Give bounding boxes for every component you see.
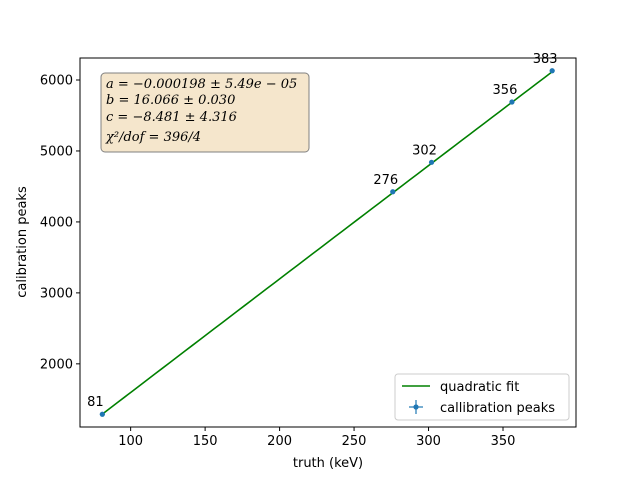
legend: quadratic fit callibration peaks: [394, 373, 570, 421]
fit-param-b: b = 16.066 ± 0.030: [106, 93, 235, 108]
x-tick-label: 350: [491, 434, 516, 449]
fit-param-c: c = −8.481 ± 4.316: [106, 110, 237, 125]
x-tick-label: 300: [416, 434, 441, 449]
y-tick-label: 2000: [40, 357, 73, 372]
data-point: [549, 68, 555, 74]
data-point: [509, 99, 515, 105]
data-point: [99, 411, 105, 417]
data-point: [428, 159, 435, 165]
x-axis-ticks: 100 150 200 250 300 350: [118, 427, 515, 449]
legend-frame: [394, 373, 570, 421]
x-tick-label: 200: [267, 434, 292, 449]
data-point-label: 276: [373, 173, 398, 188]
x-tick-label: 150: [193, 434, 218, 449]
fit-chi2-dof: χ²/dof = 396/4: [105, 130, 201, 145]
fit-parameters-box: a = −0.000198 ± 5.49e − 05 b = 16.066 ± …: [100, 72, 310, 153]
legend-points-swatch: [409, 400, 423, 414]
fit-parameters-box-background: [100, 72, 310, 153]
y-axis-label: calibration peaks: [15, 186, 30, 298]
y-tick-label: 5000: [40, 144, 73, 159]
x-tick-label: 250: [342, 434, 367, 449]
legend-points-marker: [413, 404, 419, 410]
data-points-layer: [99, 68, 555, 417]
fit-curve-layer: [101, 71, 553, 415]
fit-param-a: a = −0.000198 ± 5.49e − 05: [106, 77, 297, 92]
legend-label-points: callibration peaks: [440, 401, 555, 416]
y-axis-ticks: 2000 3000 4000 5000 6000: [40, 73, 80, 372]
x-axis-label: truth (keV): [293, 456, 363, 471]
plot-frame: [79, 57, 577, 428]
point-labels-layer: 81 276 302 356 383: [87, 52, 558, 410]
data-point-label: 81: [87, 395, 104, 410]
data-point-label: 356: [493, 83, 518, 98]
y-tick-label: 4000: [40, 215, 73, 230]
data-point-label: 383: [533, 52, 558, 67]
y-tick-label: 6000: [40, 73, 73, 88]
fit-curve: [101, 71, 553, 415]
x-tick-label: 100: [118, 434, 143, 449]
data-point-label: 302: [412, 143, 437, 158]
legend-label-fit: quadratic fit: [440, 380, 519, 395]
y-tick-label: 3000: [40, 286, 73, 301]
data-point: [390, 189, 396, 195]
